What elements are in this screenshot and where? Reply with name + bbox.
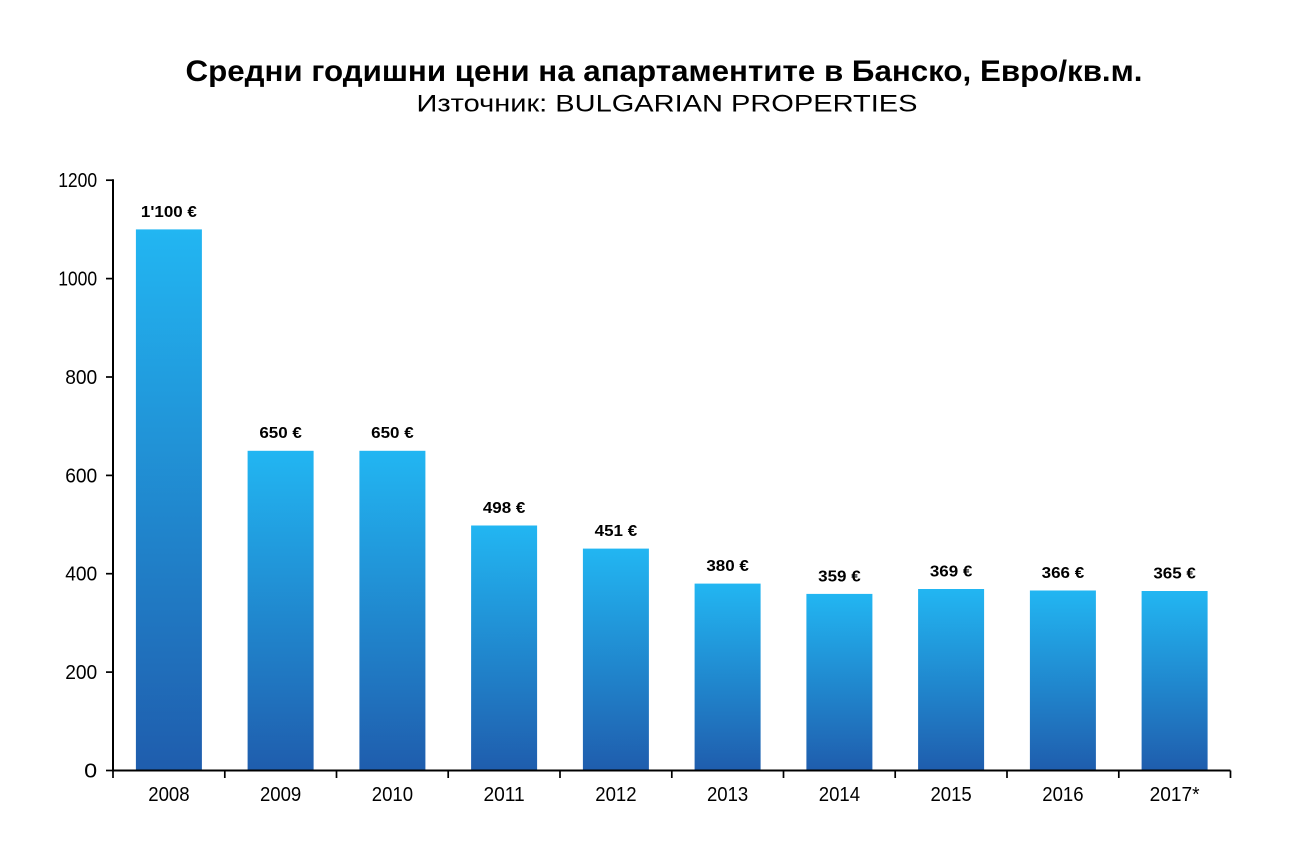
svg-text:1'100 €: 1'100 € <box>141 204 197 221</box>
svg-text:369 €: 369 € <box>930 563 973 580</box>
svg-text:650 €: 650 € <box>371 425 414 442</box>
svg-text:365 €: 365 € <box>1153 565 1196 582</box>
svg-text:0: 0 <box>84 761 97 783</box>
svg-text:380 €: 380 € <box>706 558 749 575</box>
svg-text:366 €: 366 € <box>1042 565 1085 582</box>
svg-text:600: 600 <box>65 465 97 487</box>
svg-text:2008: 2008 <box>148 784 189 806</box>
svg-text:2015: 2015 <box>930 784 971 806</box>
svg-text:Средни годишни цени на апартам: Средни годишни цени на апартаментите в Б… <box>186 55 1143 88</box>
svg-text:200: 200 <box>65 662 97 684</box>
svg-text:2010: 2010 <box>372 784 413 806</box>
svg-text:Източник: BULGARIAN PROPERTIES: Източник: BULGARIAN PROPERTIES <box>417 91 918 118</box>
svg-text:2013: 2013 <box>707 784 748 806</box>
svg-text:2014: 2014 <box>819 784 860 806</box>
svg-text:2016: 2016 <box>1042 784 1083 806</box>
svg-text:800: 800 <box>65 367 97 389</box>
svg-text:2012: 2012 <box>595 784 636 806</box>
svg-text:2011: 2011 <box>483 784 524 806</box>
svg-text:400: 400 <box>65 564 97 586</box>
svg-text:2009: 2009 <box>260 784 301 806</box>
svg-text:498 €: 498 € <box>483 500 526 517</box>
svg-text:2017*: 2017* <box>1150 784 1200 806</box>
svg-text:359 €: 359 € <box>818 568 861 585</box>
svg-text:451 €: 451 € <box>595 523 638 540</box>
svg-text:1200: 1200 <box>58 170 97 192</box>
svg-text:1000: 1000 <box>58 269 97 291</box>
svg-text:650 €: 650 € <box>259 425 302 442</box>
